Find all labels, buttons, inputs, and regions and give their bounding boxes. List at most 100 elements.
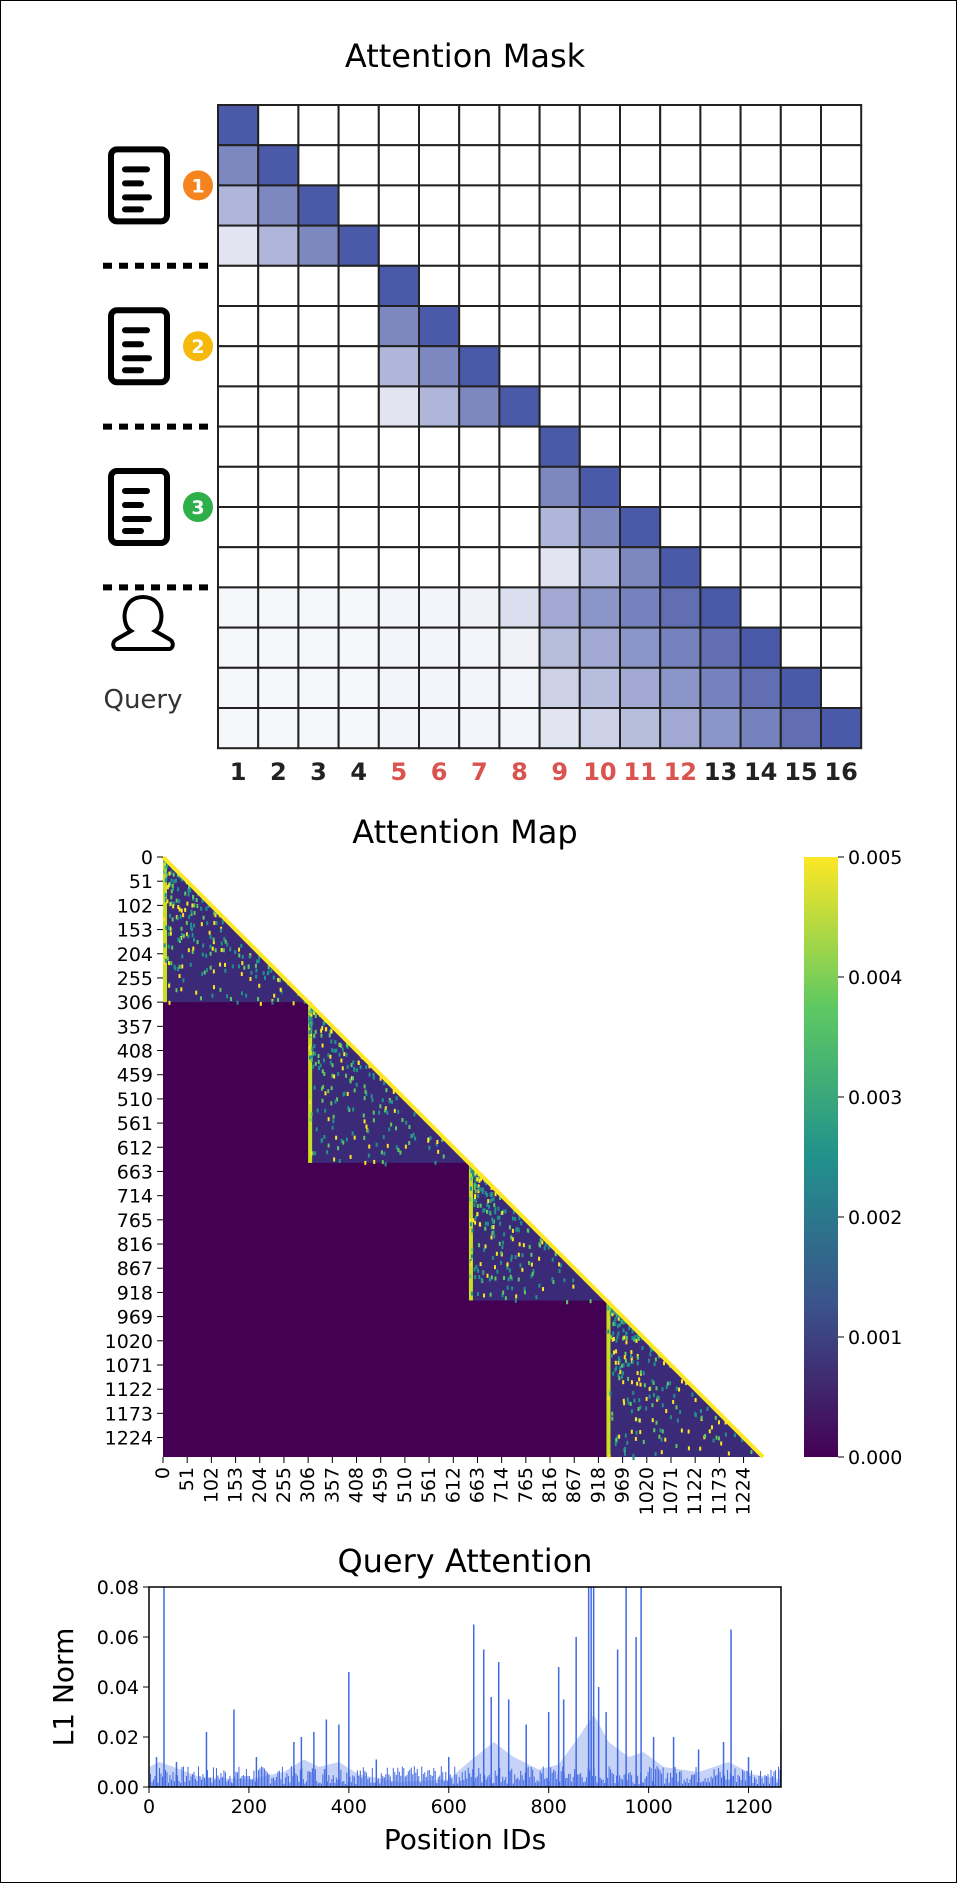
attention-speckle [572, 1278, 575, 1283]
attention-speckle [493, 1203, 496, 1208]
attention-speckle [180, 908, 183, 913]
attention-speckle [477, 1292, 480, 1297]
attention-speckle [258, 954, 261, 959]
mask-cell [578, 586, 621, 629]
attention-speckle [563, 1278, 566, 1283]
mask-cell [578, 626, 621, 669]
mask-cell [578, 465, 621, 508]
attention-speckle [163, 943, 166, 948]
attention-speckle [659, 1428, 662, 1433]
attention-speckle [170, 895, 173, 900]
mask-cell [578, 104, 621, 147]
mask-cell [458, 586, 501, 629]
map-y-tick-label: 816 [117, 1234, 153, 1256]
attention-speckle [212, 969, 215, 974]
attention-speckle [181, 964, 184, 969]
attention-speckle [478, 1243, 481, 1248]
attention-speckle [645, 1396, 648, 1401]
attention-speckle [476, 1212, 479, 1217]
document-number: 3 [191, 497, 204, 519]
mask-cell [337, 506, 380, 549]
mask-cell [699, 586, 742, 629]
mask-cell [739, 184, 782, 227]
mask-cell [538, 345, 581, 388]
attention-speckle [201, 898, 204, 903]
attention-speckle [331, 1063, 334, 1068]
attention-speckle [643, 1383, 646, 1388]
attention-speckle [310, 1151, 313, 1156]
attention-speckle [508, 1268, 511, 1273]
mask-cell [297, 144, 340, 187]
attention-speckle [493, 1234, 496, 1239]
mask-cell [257, 506, 300, 549]
attention-speckle [173, 964, 176, 969]
mask-cell [739, 305, 782, 348]
document-number-badge [183, 331, 213, 362]
mask-cell [538, 707, 581, 750]
mask-cell [498, 345, 541, 388]
attention-speckle [612, 1331, 615, 1336]
attention-speckle [219, 928, 222, 933]
attention-speckle [256, 959, 259, 964]
attention-speckle [384, 1106, 387, 1111]
attention-speckle [173, 879, 176, 884]
attention-speckle [621, 1363, 624, 1368]
attention-speckle [412, 1132, 415, 1137]
mask-cell [739, 345, 782, 388]
attention-speckle [209, 951, 212, 956]
document-number-badge [183, 492, 213, 522]
attention-speckle [632, 1390, 635, 1395]
attention-speckle [478, 1178, 481, 1183]
attention-speckle [392, 1089, 395, 1094]
attention-speckle [653, 1362, 656, 1367]
attention-speckle [526, 1228, 529, 1233]
map-y-tick-label: 459 [117, 1065, 153, 1087]
mask-cell [779, 305, 822, 348]
attention-speckle [490, 1197, 493, 1202]
map-x-tick-label: 1122 [684, 1467, 706, 1515]
attention-speckle [206, 921, 209, 926]
attention-speckle [371, 1098, 374, 1103]
mask-cell [619, 264, 662, 307]
mask-cell [337, 264, 380, 307]
attention-speckle [538, 1256, 541, 1261]
mask-cell [779, 184, 822, 227]
attention-speckle [212, 985, 215, 990]
attention-speckle [339, 1042, 342, 1047]
attention-speckle [660, 1437, 663, 1442]
attention-speckle [619, 1370, 622, 1375]
mask-cell [498, 626, 541, 669]
mask-cell [578, 224, 621, 267]
attention-speckle [347, 1106, 350, 1111]
attention-speckle [669, 1381, 672, 1386]
attention-speckle [653, 1428, 656, 1433]
attention-speckle [340, 1138, 343, 1143]
attention-speckle [517, 1277, 520, 1282]
attention-speckle [473, 1182, 476, 1187]
attention-speckle [368, 1144, 371, 1149]
attention-speckle [531, 1271, 534, 1276]
attention-speckle [384, 1108, 387, 1113]
attention-speckle [224, 968, 227, 973]
attention-speckle [699, 1409, 702, 1414]
attention-speckle [483, 1207, 486, 1212]
mask-cell [498, 224, 541, 267]
attention-speckle [170, 878, 173, 883]
mask-cell [739, 144, 782, 187]
mask-cell [619, 506, 662, 549]
mask-cell [619, 345, 662, 388]
attention-speckle [614, 1360, 617, 1365]
colorbar-tick-label: 0.000 [848, 1447, 902, 1469]
attention-speckle [359, 1065, 362, 1070]
attention-speckle [615, 1437, 618, 1442]
attention-speckle [214, 913, 217, 918]
attention-speckle [254, 963, 257, 968]
mask-cell [418, 546, 461, 589]
attention-speckle [480, 1187, 483, 1192]
attention-speckle [237, 964, 240, 969]
mask-cell [418, 506, 461, 549]
map-y-tick-label: 663 [117, 1161, 153, 1183]
attention-speckle [490, 1235, 493, 1240]
attention-speckle [322, 1084, 325, 1089]
attention-speckle [710, 1425, 713, 1430]
